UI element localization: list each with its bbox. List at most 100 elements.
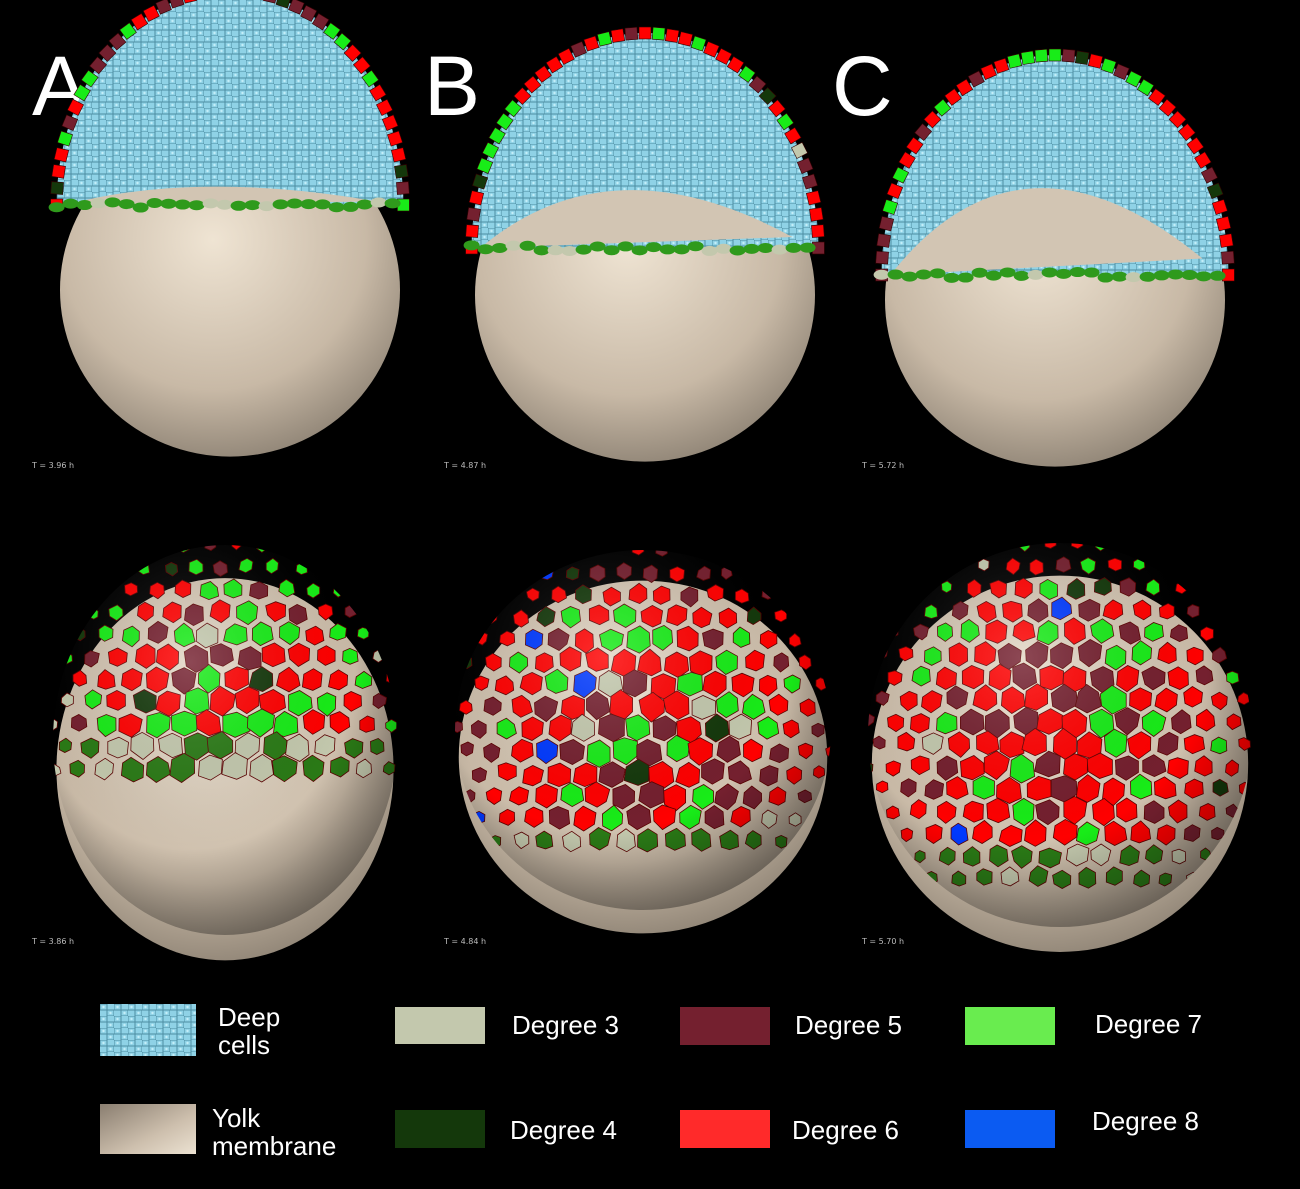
- margin-cell: [146, 197, 163, 208]
- evl-rim-cell: [570, 41, 587, 58]
- evl-rim-cell: [513, 87, 532, 105]
- margin-cell: [1041, 267, 1058, 278]
- margin-cell: [202, 198, 219, 209]
- evl-rim-cell: [1148, 88, 1166, 106]
- margin-cell: [314, 199, 331, 210]
- margin-cell: [216, 199, 233, 210]
- margin-cell: [491, 242, 508, 253]
- margin-cell: [160, 198, 177, 209]
- deep-cell-layer: [471, 33, 819, 248]
- legend-label-degree-7: Degree 7: [1095, 1009, 1202, 1039]
- legend-swatch-degree-7: [965, 1007, 1055, 1045]
- evl-rim-cell: [323, 22, 341, 40]
- margin-cell: [771, 244, 788, 255]
- margin-cell: [533, 245, 550, 256]
- cross-section-c: [873, 48, 1235, 467]
- evl-rim-cell: [262, 0, 279, 4]
- yolk-bulge: [480, 190, 793, 248]
- margin-cell: [477, 244, 494, 255]
- margin-cell: [757, 242, 774, 253]
- evl-rim-cell: [51, 164, 66, 179]
- evl-rim-cell: [664, 28, 680, 43]
- cross-section-b: [463, 26, 825, 462]
- evl-rim-cell: [768, 99, 786, 118]
- evl-rim-cell: [886, 182, 904, 200]
- cross-section-a: [48, 0, 410, 457]
- evl-rim-cell: [1087, 53, 1104, 69]
- evl-rim-cell: [488, 127, 506, 145]
- margin-cell: [645, 242, 662, 253]
- time-label-b-top: T = 4.87 h: [444, 461, 487, 470]
- evl-rim-cell: [390, 147, 407, 163]
- evl-rim-cell: [1020, 50, 1036, 65]
- margin-cell: [370, 197, 387, 208]
- evl-rim-cell: [1125, 70, 1143, 88]
- margin-cell: [300, 199, 317, 210]
- evl-rim-cell: [130, 13, 149, 31]
- legend-swatch-degree-4: [395, 1110, 485, 1148]
- evl-rim-cell: [1194, 151, 1212, 169]
- evl-rim-cell: [80, 69, 99, 88]
- margin-cell: [384, 198, 401, 209]
- margin-cell: [118, 199, 135, 210]
- margin-cell: [603, 245, 620, 256]
- evl-rim-cell: [1221, 250, 1235, 265]
- evl-rim-cell: [809, 207, 824, 222]
- surface-view-b: [455, 550, 831, 934]
- evl-rim-cell: [1034, 48, 1049, 63]
- evl-rim-cell: [748, 75, 767, 94]
- evl-rim-cell: [466, 207, 481, 222]
- evl-rim-cell: [1113, 63, 1130, 80]
- legend-swatch-yolk-membrane: [100, 1104, 196, 1154]
- evl-rim-cell: [495, 112, 514, 131]
- evl-rim-cell: [504, 99, 522, 118]
- evl-rim-cell: [914, 123, 933, 141]
- margin-cell: [1181, 269, 1198, 280]
- evl-rim-cell: [905, 136, 924, 155]
- evl-rim-cell: [802, 173, 818, 190]
- evl-rim-cell: [1048, 48, 1062, 62]
- time-label-a-top: T = 3.96 h: [32, 461, 75, 470]
- evl-rim-cell: [545, 56, 564, 74]
- margin-cell: [985, 270, 1002, 281]
- margin-cell: [342, 201, 359, 212]
- evl-rim-cell: [67, 98, 84, 116]
- margin-cell: [76, 200, 93, 211]
- legend-swatch-deep-cells: [100, 1004, 196, 1056]
- evl-rim-cell: [61, 114, 79, 131]
- evl-rim-cell: [557, 47, 575, 65]
- evl-rim-cell: [1158, 98, 1177, 117]
- margin-cell: [230, 200, 247, 211]
- margin-cell: [799, 242, 816, 253]
- evl-rim-cell: [784, 127, 802, 145]
- margin-cell: [104, 197, 121, 208]
- margin-cell: [929, 268, 946, 279]
- evl-rim-cell: [523, 75, 542, 94]
- legend-label-deep-line1: Deep: [218, 1002, 281, 1032]
- deep-cell-layer: [56, 0, 404, 205]
- margin-cell: [1111, 271, 1128, 282]
- evl-rim-cell: [875, 250, 889, 265]
- margin-cell: [999, 267, 1016, 278]
- evl-rim-cell: [472, 173, 488, 190]
- evl-rim-cell: [1136, 78, 1155, 97]
- margin-cell: [48, 202, 65, 213]
- legend-label-deep-line2: cells: [218, 1030, 271, 1060]
- evl-rim-cell: [98, 44, 117, 62]
- margin-cell: [729, 245, 746, 256]
- evl-rim-cell: [1074, 50, 1090, 65]
- margin-cell: [1055, 268, 1072, 279]
- evl-rim-cell: [181, 0, 198, 4]
- evl-rim-cell: [1219, 233, 1234, 248]
- evl-rim-cell: [343, 44, 362, 62]
- evl-rim-cell: [333, 32, 352, 51]
- margin-cell: [957, 272, 974, 283]
- margin-cell: [90, 198, 107, 209]
- legend-swatch-degree-8: [965, 1110, 1055, 1148]
- margin-cell: [258, 201, 275, 212]
- evl-rim-cell: [878, 216, 895, 232]
- margin-cell: [971, 267, 988, 278]
- evl-rim-cell: [776, 112, 795, 131]
- margin-cell: [915, 269, 932, 280]
- margin-cell: [188, 200, 205, 211]
